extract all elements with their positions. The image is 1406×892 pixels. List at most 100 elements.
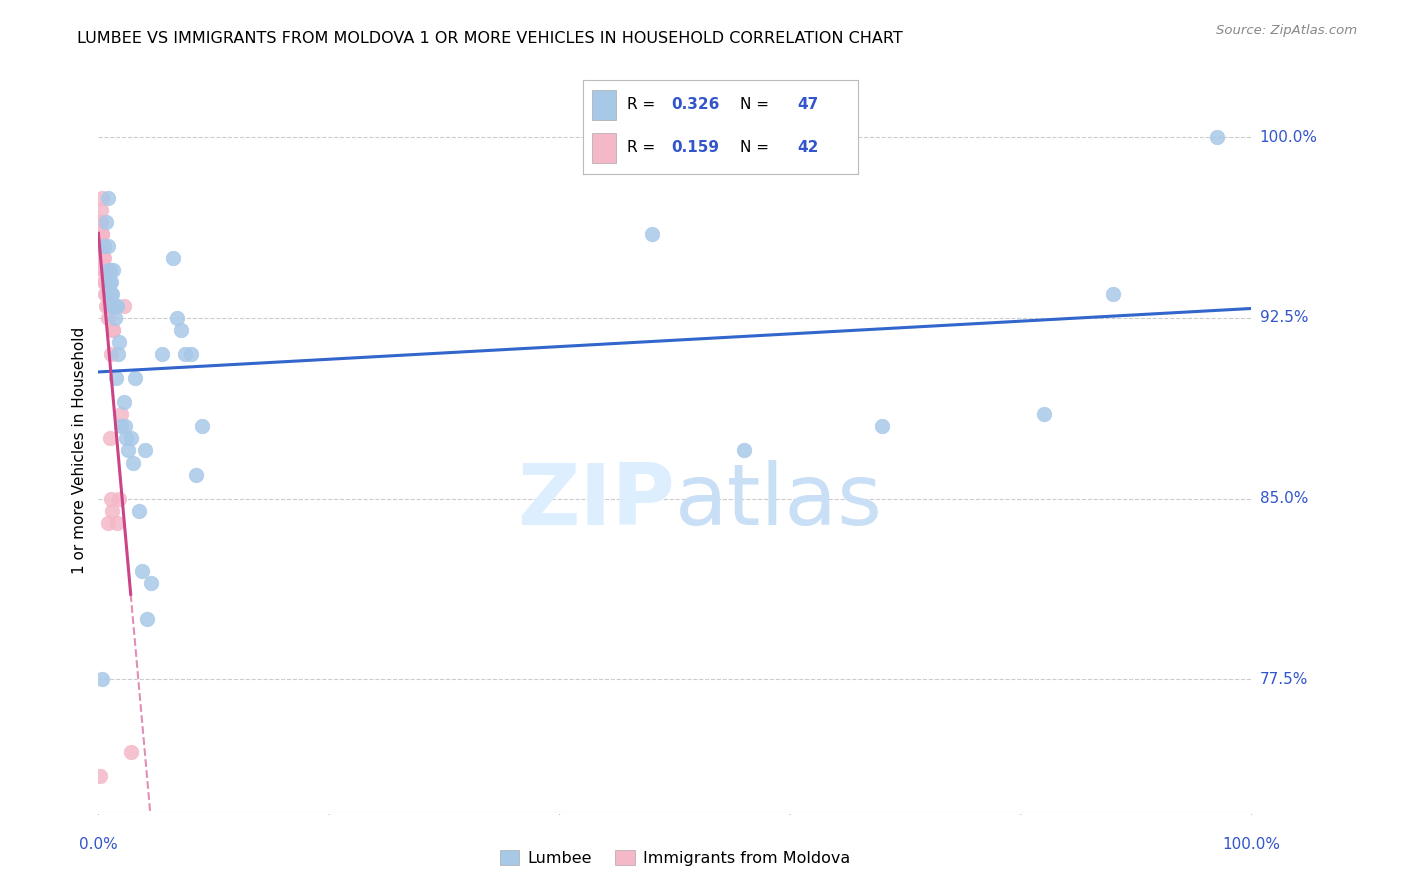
Point: [191, 419, 214, 434]
Point: [93, 251, 115, 265]
Point: [93, 275, 115, 289]
Point: [97, 311, 120, 326]
Point: [94, 275, 117, 289]
Text: 0.159: 0.159: [671, 140, 720, 155]
Point: [166, 311, 188, 326]
Point: [94, 263, 117, 277]
Point: [100, 287, 122, 301]
Point: [105, 516, 128, 530]
Point: [1205, 130, 1227, 145]
Point: [112, 299, 135, 313]
Point: [103, 323, 125, 337]
Text: ZIP: ZIP: [517, 459, 675, 542]
Point: [98, 299, 121, 313]
Point: [96, 215, 118, 229]
Text: 42: 42: [797, 140, 818, 155]
Text: 100.0%: 100.0%: [1222, 837, 1281, 852]
Text: 85.0%: 85.0%: [1260, 491, 1308, 506]
Point: [91, 239, 114, 253]
Point: [122, 456, 145, 470]
Point: [91, 251, 114, 265]
Point: [128, 504, 150, 518]
Legend: Lumbee, Immigrants from Moldova: Lumbee, Immigrants from Moldova: [494, 844, 856, 872]
Point: [90, 215, 112, 229]
Point: [97, 191, 120, 205]
Point: [90, 202, 112, 217]
Point: [90, 251, 112, 265]
Point: [89, 227, 111, 241]
Point: [131, 564, 153, 578]
Point: [89, 215, 111, 229]
Point: [110, 419, 132, 434]
Point: [103, 323, 125, 337]
Point: [110, 407, 132, 422]
Point: [90, 673, 112, 687]
Text: 92.5%: 92.5%: [1260, 310, 1308, 326]
Point: [97, 299, 120, 313]
Point: [120, 745, 142, 759]
Point: [89, 769, 111, 783]
Point: [105, 299, 128, 313]
Point: [186, 467, 208, 482]
Point: [134, 443, 156, 458]
Point: [90, 239, 112, 253]
Point: [101, 299, 124, 313]
Text: 47: 47: [797, 97, 818, 112]
Point: [98, 432, 121, 446]
Bar: [592, 133, 616, 162]
Point: [98, 263, 121, 277]
Point: [150, 347, 173, 361]
Point: [104, 299, 127, 313]
Text: 0.0%: 0.0%: [79, 837, 118, 852]
Point: [114, 419, 136, 434]
Point: [180, 347, 202, 361]
Point: [89, 239, 111, 253]
Point: [107, 347, 129, 361]
Text: N =: N =: [740, 140, 773, 155]
Point: [93, 263, 115, 277]
Point: [115, 432, 138, 446]
Point: [93, 239, 115, 253]
Point: [120, 432, 142, 446]
Point: [94, 287, 117, 301]
Y-axis label: 1 or more Vehicles in Household: 1 or more Vehicles in Household: [72, 326, 87, 574]
Point: [91, 263, 114, 277]
Point: [103, 263, 125, 277]
Text: 100.0%: 100.0%: [1260, 130, 1317, 145]
Point: [733, 443, 755, 458]
Point: [97, 263, 120, 277]
Point: [112, 395, 135, 409]
Point: [97, 275, 120, 289]
Text: R =: R =: [627, 140, 661, 155]
Point: [90, 215, 112, 229]
Text: Source: ZipAtlas.com: Source: ZipAtlas.com: [1216, 24, 1357, 37]
Point: [101, 287, 124, 301]
Point: [104, 371, 127, 385]
Text: atlas: atlas: [675, 459, 883, 542]
Point: [100, 347, 122, 361]
Bar: [592, 89, 616, 120]
Point: [108, 335, 131, 350]
Text: LUMBEE VS IMMIGRANTS FROM MOLDOVA 1 OR MORE VEHICLES IN HOUSEHOLD CORRELATION CH: LUMBEE VS IMMIGRANTS FROM MOLDOVA 1 OR M…: [77, 31, 903, 46]
Point: [872, 419, 894, 434]
Text: 0.326: 0.326: [671, 97, 720, 112]
Point: [641, 227, 664, 241]
Point: [96, 299, 118, 313]
Point: [91, 239, 114, 253]
Point: [1102, 287, 1125, 301]
Point: [90, 227, 112, 241]
Point: [124, 371, 146, 385]
Point: [96, 287, 118, 301]
Point: [101, 504, 124, 518]
Point: [98, 275, 121, 289]
Point: [100, 275, 122, 289]
Point: [90, 227, 112, 241]
Point: [100, 491, 122, 506]
Point: [117, 443, 139, 458]
Text: N =: N =: [740, 97, 773, 112]
Point: [90, 239, 112, 253]
Point: [1032, 407, 1054, 422]
Point: [135, 612, 157, 626]
Point: [90, 191, 112, 205]
Point: [97, 516, 120, 530]
